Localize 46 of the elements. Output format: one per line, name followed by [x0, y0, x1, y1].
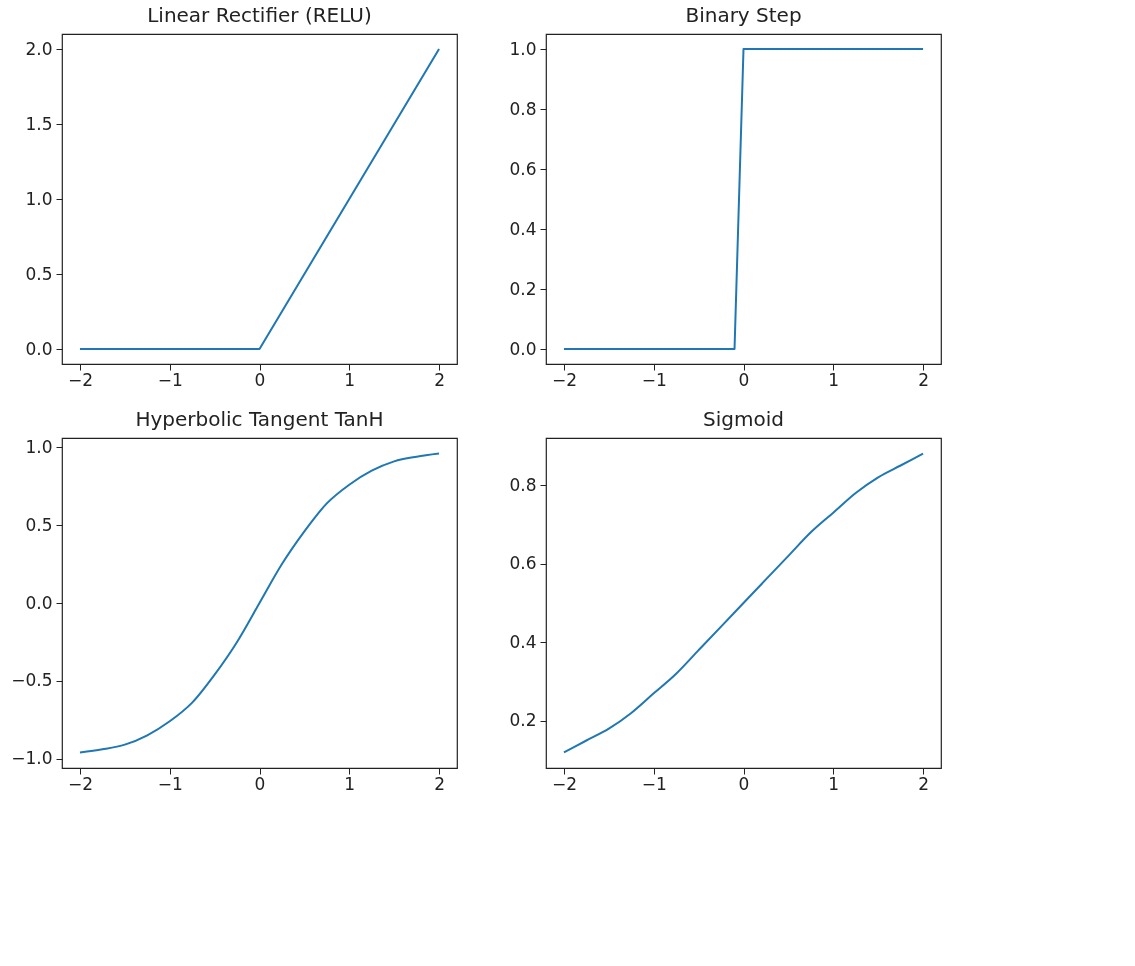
y-tick-label: 1.0 — [25, 436, 53, 457]
x-tick-label: −2 — [67, 773, 93, 794]
line-series — [78, 452, 441, 754]
x-tick-label: −2 — [551, 369, 577, 390]
y-tick-label: 2.0 — [25, 38, 53, 59]
y-tick-label: 0.5 — [25, 514, 53, 535]
y-tick-label: −1.0 — [11, 748, 53, 769]
x-tick-label: 2 — [434, 369, 445, 390]
x-tick-label: 1 — [828, 773, 840, 794]
y-tick-label: 0.0 — [509, 338, 537, 359]
x-tick-label: −2 — [67, 369, 93, 390]
x-tick-label: 1 — [344, 369, 356, 390]
y-tick-label: 0.0 — [25, 338, 53, 359]
x-tick-label: 1 — [344, 773, 356, 794]
x-tick-label: 0 — [254, 773, 266, 794]
x-tick-label: 0 — [738, 773, 750, 794]
chart-title: Binary Step — [685, 3, 802, 27]
chart-title: Hyperbolic Tangent TanH — [135, 407, 384, 431]
y-tick-label: 1.5 — [25, 113, 53, 134]
chart-title: Sigmoid — [703, 407, 784, 431]
y-tick-label: 0.2 — [509, 710, 537, 731]
x-tick-label: 2 — [434, 773, 445, 794]
y-tick-label: 0.4 — [509, 631, 537, 652]
x-tick-label: 0 — [738, 369, 750, 390]
y-tick-label: 1.0 — [509, 38, 537, 59]
y-tick-label: 0.8 — [509, 98, 537, 119]
x-tick-label: −1 — [641, 369, 667, 390]
x-tick-label: 2 — [918, 773, 929, 794]
x-tick-label: 0 — [254, 369, 266, 390]
x-tick-label: −1 — [641, 773, 667, 794]
y-tick-label: 0.0 — [25, 592, 53, 613]
x-tick-label: 1 — [828, 369, 840, 390]
chart-title: Linear Rectifier (RELU) — [147, 3, 372, 27]
y-tick-label: 0.2 — [509, 278, 537, 299]
x-tick-label: −1 — [157, 369, 183, 390]
y-tick-label: 0.6 — [509, 158, 537, 179]
x-tick-label: −1 — [157, 773, 183, 794]
x-tick-label: −2 — [551, 773, 577, 794]
y-tick-label: 0.5 — [25, 263, 53, 284]
y-tick-label: 0.8 — [509, 474, 537, 495]
x-tick-label: 2 — [918, 369, 929, 390]
y-tick-label: 1.0 — [25, 188, 53, 209]
y-tick-label: 0.6 — [509, 553, 537, 574]
y-tick-label: 0.4 — [509, 218, 537, 239]
y-tick-label: −0.5 — [11, 670, 53, 691]
line-series — [562, 452, 925, 754]
